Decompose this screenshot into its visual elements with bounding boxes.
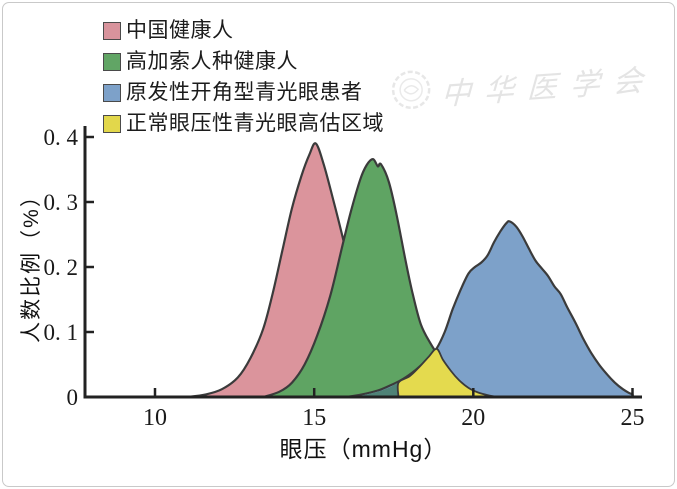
y-axis-title: 人数比例（%）: [20, 184, 43, 343]
legend: 中国健康人 高加索人种健康人 原发性开角型青光眼患者 正常眼压性青光眼高估区域: [103, 20, 384, 135]
legend-swatch-pink: [103, 22, 121, 40]
legend-label: 原发性开角型青光眼患者: [126, 81, 363, 104]
x-tick-label: 20: [461, 405, 485, 431]
legend-swatch-blue: [103, 84, 121, 102]
x-axis-title: 眼压（mmHg）: [280, 436, 448, 462]
series-area-3: [346, 383, 399, 397]
y-tick-label: 0. 3: [44, 190, 79, 215]
y-tick-label: 0. 2: [44, 255, 79, 280]
x-tick-label: 10: [143, 405, 167, 431]
legend-item-poag-patients: 原发性开角型青光眼患者: [103, 82, 384, 104]
y-tick-label: 0. 1: [44, 320, 79, 345]
legend-item-caucasian-healthy: 高加索人种健康人: [103, 51, 384, 73]
legend-item-chinese-healthy: 中国健康人: [103, 20, 384, 42]
legend-label: 正常眼压性青光眼高估区域: [126, 112, 384, 135]
legend-swatch-yellow: [103, 115, 121, 133]
y-tick-label: 0: [67, 385, 79, 410]
legend-item-ntg-overestimate-zone: 正常眼压性青光眼高估区域: [103, 113, 384, 135]
legend-label: 中国健康人: [126, 19, 234, 42]
x-tick-label: 25: [621, 405, 645, 431]
y-tick-label: 0. 4: [44, 125, 79, 150]
x-tick-label: 15: [302, 405, 326, 431]
series-area-4: [396, 347, 499, 398]
legend-label: 高加索人种健康人: [126, 50, 298, 73]
legend-swatch-green: [103, 53, 121, 71]
